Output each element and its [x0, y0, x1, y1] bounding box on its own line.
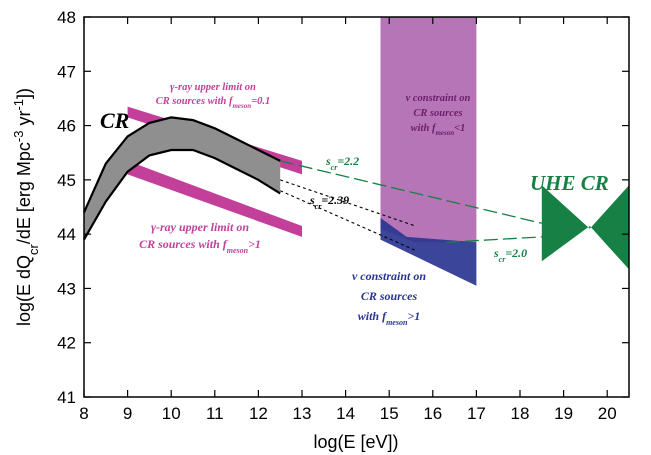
x-tick-label: 15: [380, 404, 399, 423]
y-axis-label: log(E dQcr/dE [erg Mpc-3 yr-1]): [11, 88, 41, 326]
axis-ticks: 8 9 10 11 12 13 14 15 16 17 18 19 20 41 42 43 44 45 46 47 48: [57, 8, 629, 423]
nu-fmeson-gt1-label: ν constraint on CR sources with fmeson>1: [352, 269, 426, 327]
s-2p0-label: scr=2.0: [493, 246, 527, 264]
x-tick-label: 13: [293, 404, 312, 423]
gamma-upper-fmeson-gt1-region: [127, 160, 302, 237]
x-tick-label: 14: [336, 404, 355, 423]
y-tick-label: 46: [57, 117, 76, 136]
nu-constraint-fmeson-gt1-region: [380, 217, 477, 286]
x-tick-label: 9: [123, 404, 132, 423]
cr-band-lower-edge: [83, 148, 281, 241]
svg-text:γ-ray upper limit on: γ-ray upper limit on: [170, 82, 256, 93]
uhe-cr-label: UHE CR: [530, 171, 609, 195]
y-tick-label: 42: [57, 334, 76, 353]
spectral-lines: [279, 160, 542, 251]
x-tick-label: 18: [511, 404, 530, 423]
cr-band-upper-edge: [82, 116, 281, 213]
svg-text:CR sources with fmeson=0.1: CR sources with fmeson=0.1: [156, 96, 271, 110]
x-tick-label: 19: [554, 404, 573, 423]
y-tick-label: 47: [57, 62, 76, 81]
svg-text:γ-ray upper limit on: γ-ray upper limit on: [151, 220, 249, 234]
y-tick-label: 43: [57, 279, 76, 298]
svg-text:ν constraint on: ν constraint on: [406, 93, 471, 104]
gamma-fmeson-0p1-label: γ-ray upper limit on CR sources with fme…: [156, 82, 271, 110]
x-tick-label: 16: [423, 404, 442, 423]
s-2p2-label: scr=2.2: [325, 154, 359, 172]
nu-fmeson-lt1-label: ν constraint on CR sources with fmeson<1: [406, 93, 471, 137]
s-2p2-line: [280, 160, 542, 224]
s-2p39-lower-line: [279, 190, 416, 251]
svg-text:CR sources: CR sources: [413, 108, 462, 119]
x-tick-label: 10: [162, 404, 181, 423]
plot-frame: [83, 16, 630, 398]
s-2p0-line: [445, 236, 542, 243]
y-tick-label: 45: [57, 171, 76, 190]
svg-text:ν constraint on: ν constraint on: [352, 269, 426, 283]
x-tick-label: 11: [206, 404, 224, 423]
y-tick-label: 48: [57, 8, 76, 27]
uhe-cr-region: [541, 185, 629, 270]
s-2p39-label: scr=2.39: [309, 193, 349, 211]
svg-text:with fmeson>1: with fmeson>1: [358, 309, 421, 327]
x-tick-label: 20: [598, 404, 617, 423]
nu-constraint-fmeson-lt1-region: [380, 17, 477, 243]
cr-band-region: [84, 117, 281, 240]
x-tick-label: 17: [467, 404, 486, 423]
svg-text:CR sources: CR sources: [361, 289, 418, 303]
svg-text:CR sources with fmeson>1: CR sources with fmeson>1: [139, 237, 261, 255]
svg-text:with fmeson<1: with fmeson<1: [411, 123, 466, 137]
y-tick-label: 44: [57, 225, 76, 244]
y-tick-label: 41: [57, 388, 76, 407]
x-tick-label: 8: [79, 404, 88, 423]
x-axis-label: log(E [eV]): [313, 432, 398, 452]
gamma-fmeson-gt1-label: γ-ray upper limit on CR sources with fme…: [139, 220, 261, 255]
cr-label: CR: [100, 108, 129, 133]
x-tick-label: 12: [249, 404, 268, 423]
plot-regions: [82, 17, 629, 286]
